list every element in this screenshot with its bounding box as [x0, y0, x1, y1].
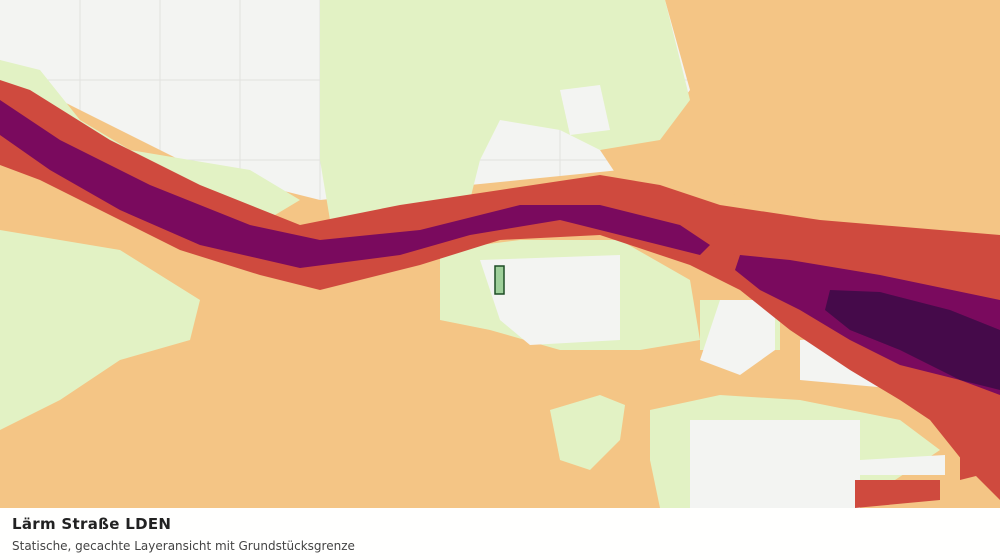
parcel-boundary	[494, 265, 505, 295]
map-subtitle: Statische, gecachte Layeransicht mit Gru…	[12, 539, 355, 553]
caption: Lärm Straße LDEN Statische, gecachte Lay…	[0, 508, 1000, 560]
map-title: Lärm Straße LDEN	[12, 515, 172, 533]
noise-class-70	[825, 290, 1000, 390]
